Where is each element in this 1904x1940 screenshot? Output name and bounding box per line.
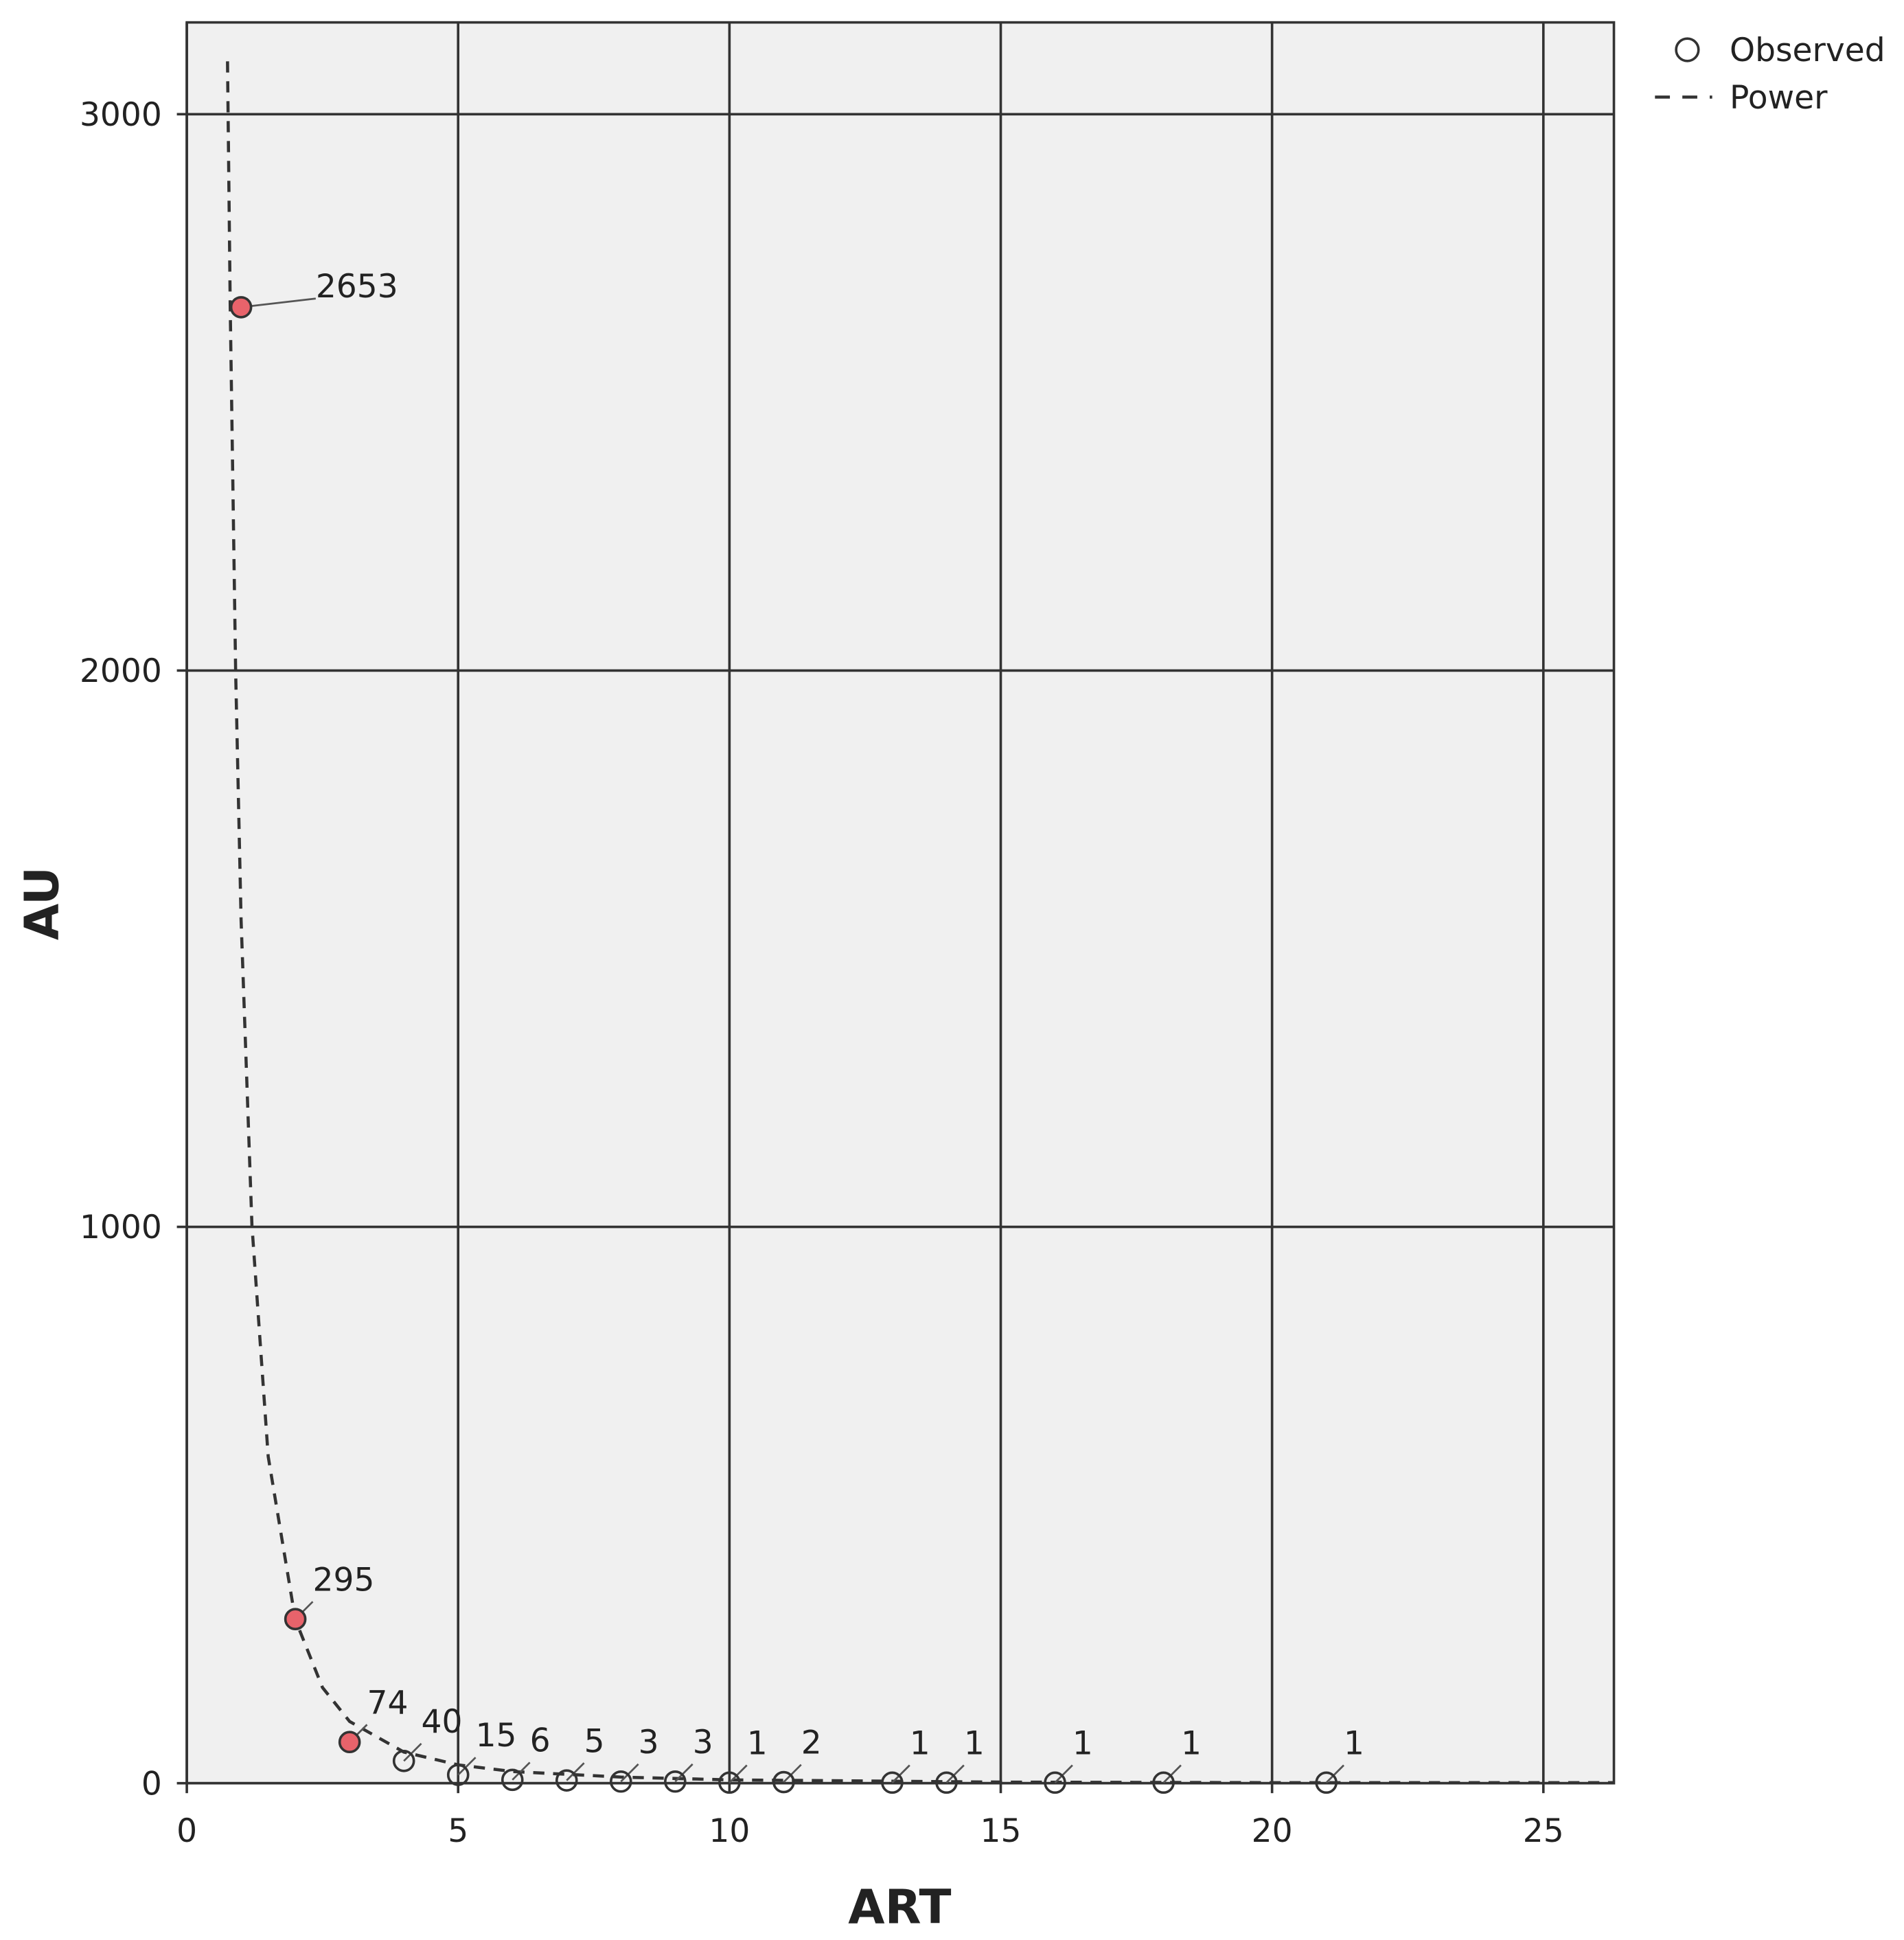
data-label: 1 <box>1344 1725 1364 1763</box>
legend: Observed Power <box>1655 32 1885 117</box>
data-label: 15 <box>476 1717 517 1755</box>
data-point <box>664 1770 687 1793</box>
x-tick-label: 20 <box>1252 1812 1293 1850</box>
data-point <box>501 1768 524 1792</box>
data-label: 1 <box>910 1725 930 1763</box>
leader-line <box>240 297 316 308</box>
leader-line <box>674 1763 693 1783</box>
y-tick-label: 3000 <box>80 96 162 134</box>
data-point <box>1044 1771 1066 1794</box>
fit-line <box>226 61 1614 1785</box>
data-label: 1 <box>1073 1725 1093 1763</box>
data-label: 5 <box>584 1722 605 1760</box>
data-point <box>718 1771 741 1794</box>
data-point <box>772 1770 795 1794</box>
data-point <box>284 1608 307 1631</box>
data-point <box>881 1771 904 1794</box>
x-tick-label: 0 <box>176 1812 197 1850</box>
y-tick-label: 1000 <box>80 1209 162 1246</box>
leader-line <box>729 1764 748 1783</box>
data-point <box>392 1749 415 1772</box>
leader-line <box>891 1764 910 1783</box>
data-label: 3 <box>639 1724 659 1761</box>
data-label: 1 <box>964 1725 985 1763</box>
x-tick-label: 25 <box>1523 1812 1564 1850</box>
leader-line <box>783 1764 802 1783</box>
leader-line <box>512 1761 531 1781</box>
leader-line <box>1162 1764 1182 1783</box>
data-label: 6 <box>530 1722 551 1759</box>
data-label: 3 <box>693 1724 713 1761</box>
data-point <box>555 1769 578 1792</box>
y-axis-title: AU <box>15 867 70 940</box>
data-label: 2653 <box>316 268 398 306</box>
x-tick-label: 15 <box>980 1812 1022 1850</box>
data-point <box>338 1731 361 1754</box>
leader-line <box>620 1763 639 1783</box>
legend-label: Observed <box>1730 32 1885 69</box>
plot-area <box>185 21 1616 1785</box>
data-point <box>229 296 253 319</box>
leader-line <box>566 1762 585 1781</box>
leader-line <box>457 1757 477 1776</box>
data-point <box>1315 1771 1338 1794</box>
data-point <box>446 1764 470 1786</box>
x-tick-label: 10 <box>709 1812 750 1850</box>
data-point <box>609 1770 632 1793</box>
legend-symbol <box>1675 37 1700 62</box>
x-axis-title: ART <box>848 1880 951 1935</box>
leader-line <box>403 1742 422 1762</box>
data-label: 295 <box>313 1561 375 1599</box>
leader-line <box>1054 1764 1073 1783</box>
x-tick-label: 5 <box>448 1812 468 1850</box>
data-label: 1 <box>1181 1725 1202 1763</box>
data-point <box>1152 1771 1175 1794</box>
data-point <box>935 1771 958 1794</box>
data-label: 2 <box>801 1724 822 1762</box>
leader-line <box>1325 1764 1344 1783</box>
data-label: 40 <box>422 1703 463 1741</box>
y-tick-label: 2000 <box>80 652 162 690</box>
leader-line <box>945 1764 965 1783</box>
legend-label: Power <box>1730 79 1828 117</box>
y-tick-label: 0 <box>141 1765 162 1803</box>
data-label: 1 <box>747 1725 768 1763</box>
data-label: 74 <box>367 1684 409 1722</box>
